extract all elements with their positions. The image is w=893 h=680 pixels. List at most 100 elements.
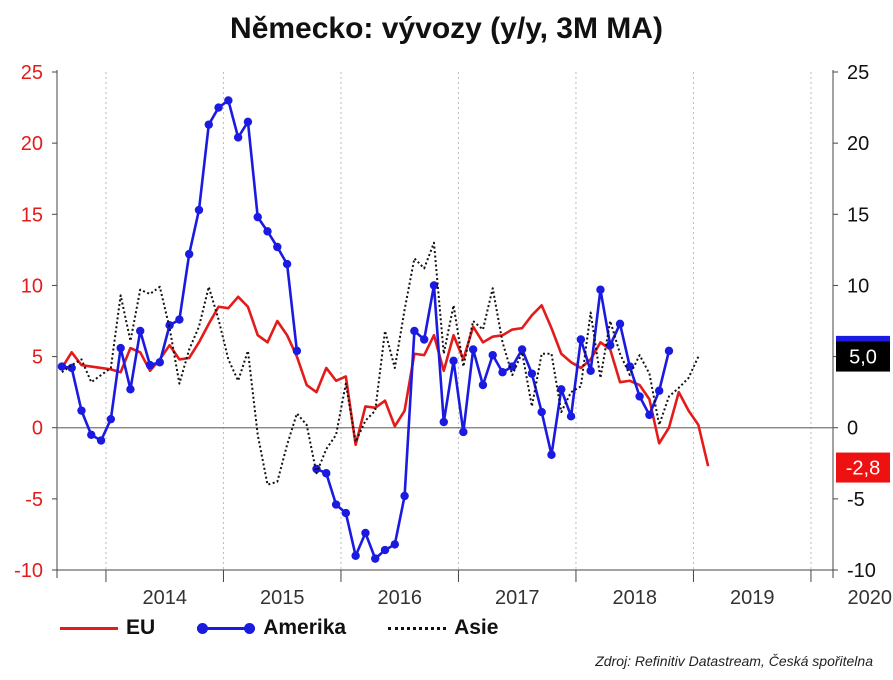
data-point-amerika [331,500,341,509]
data-point-amerika [77,406,86,415]
series [57,96,710,563]
legend-label-amerika: Amerika [263,616,347,639]
data-point-amerika [145,360,155,370]
legend-swatch-eu [60,626,118,630]
data-point-amerika [615,319,625,329]
end-labels: 5,45,0-2,8 [836,335,890,483]
end-label-box [836,341,890,372]
y-tick-label-right: 0 [847,418,858,440]
data-point-amerika [96,436,106,445]
data-point-amerika [576,335,586,344]
x-tick-label: 2016 [377,587,422,609]
x-tick-label: 2020 [847,587,892,609]
axes [52,70,838,582]
legend: EU Amerika Asie [60,616,540,640]
y-tick-label-left: 15 [21,204,43,226]
data-point-amerika [371,554,380,563]
end-label-box [836,452,890,483]
data-point-amerika [175,315,184,324]
data-point-amerika [204,120,213,129]
series-eu [60,295,710,467]
y-tick-label-left: 10 [21,275,43,297]
data-point-amerika [390,540,400,549]
y-tick-label-right: 20 [847,133,869,155]
y-tick-labels-left: 25 20 15 10 5 0 -5 -10 [14,62,43,582]
x-tick-label: 2017 [495,587,540,609]
data-point-amerika [184,249,194,259]
y-tick-label-left: 5 [32,347,43,369]
data-point-amerika [596,285,605,294]
data-point-amerika [557,385,566,394]
data-point-amerika [106,414,116,424]
y-tick-label-left: 25 [21,62,43,84]
data-point-amerika [253,212,262,222]
data-point-amerika [351,551,360,560]
data-point-amerika [194,205,204,215]
data-point-amerika [517,345,527,354]
data-point-amerika [508,362,517,371]
x-tick-label: 2014 [142,587,187,609]
series-amerika [57,96,674,563]
data-point-amerika [263,227,272,236]
data-point-amerika [635,392,644,401]
y-tick-label-left: 20 [21,133,43,155]
data-point-amerika [116,343,125,353]
data-point-amerika [606,340,615,350]
legend-item-amerika: Amerika [197,616,346,640]
source-note: Zdroj: Refinitiv Datastream, Česká spoři… [595,653,873,669]
data-point-amerika [400,491,409,501]
legend-label-asie: Asie [454,616,499,639]
data-point-amerika [233,133,243,142]
data-point-amerika [429,281,439,290]
x-tick-label: 2019 [730,587,775,609]
data-point-amerika [664,346,674,356]
data-point-amerika [273,242,282,252]
data-point-amerika [214,103,223,112]
series-line-amerika [315,284,671,560]
data-point-amerika [566,412,576,421]
legend-item-asie: Asie [388,616,498,640]
data-point-amerika [243,117,253,127]
y-tick-label-left: -5 [25,489,43,511]
data-point-amerika [439,417,448,427]
data-point-amerika [341,508,351,518]
data-point-amerika [292,346,302,356]
series-line-amerika [61,99,299,442]
data-point-amerika [67,363,76,373]
x-tick-label: 2015 [260,587,305,609]
data-point-amerika [527,369,537,378]
data-point-amerika [537,407,546,417]
legend-swatch-asie [388,626,447,630]
chart-title: Německo: vývozy (y/y, 3M MA) [230,12,663,45]
end-label-text: -2,8 [846,458,880,480]
data-point-amerika [625,362,635,371]
data-point-amerika [449,356,458,366]
data-point-amerika [645,410,654,420]
data-point-amerika [322,469,331,478]
data-point-amerika [57,362,67,371]
data-point-amerika [459,427,468,437]
data-point-amerika [126,385,135,394]
y-tick-label-left: -10 [14,560,43,582]
y-tick-label-right: 15 [847,204,869,226]
legend-label-eu: EU [126,616,156,639]
data-point-amerika [410,326,419,336]
y-tick-label-left: 0 [32,418,43,440]
data-point-amerika [547,450,556,459]
data-point-amerika [419,335,429,344]
data-point-amerika [488,350,497,360]
data-point-amerika [478,380,488,390]
data-point-amerika [224,96,233,105]
data-point-amerika [87,430,96,440]
y-tick-label-right: -5 [847,489,865,511]
x-tick-label: 2018 [612,587,657,609]
legend-swatch-amerika [197,622,256,634]
data-point-amerika [498,368,507,377]
gridlines [105,72,812,570]
legend-item-eu: EU [60,616,155,640]
end-label: 5,0 [836,341,890,372]
end-label-text: 5,0 [849,347,877,369]
data-point-amerika [654,386,664,395]
